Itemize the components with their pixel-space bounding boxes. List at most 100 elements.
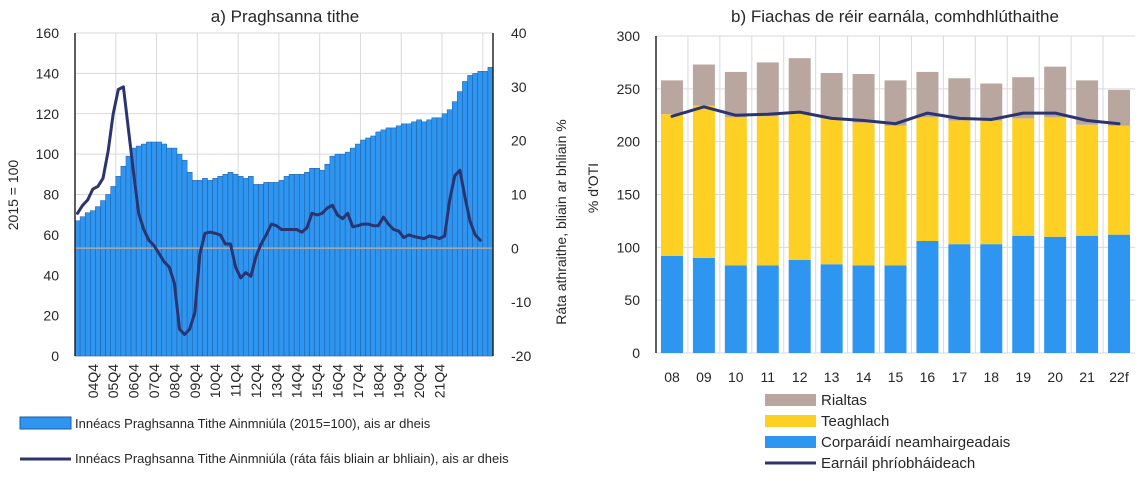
panel-a-bar [135,145,142,357]
panel-a-bar [125,155,132,357]
panel-b-bar-rialtas [756,62,779,117]
panel-b-bar-rialtas [820,72,843,119]
panel-a-bar [334,153,341,357]
panel-b-bar-teaghlach [948,120,971,245]
panel-a-right-tick-label: 40 [511,25,527,41]
legend-label-bars-a: Innéacs Praghsanna Tithe Ainmniúla (2015… [75,416,431,431]
panel-b-x-tick-label: 08 [664,369,680,385]
panel-a-bar [171,147,178,357]
panel-b-x-tick-label: 22f [1109,369,1129,385]
legend-label-earnail: Earnáil phríobháideach [821,455,975,472]
legend-label-corparaidi: Corparáidí neamhairgeadais [821,434,1010,451]
panel-b-x-tick-label: 11 [761,369,776,385]
panel-b-bar-rialtas [788,58,811,114]
panel-a-growth-line [76,85,482,336]
panel-a-bar [339,153,346,357]
legend-swatch-corparaidi [765,436,816,448]
panel-b-y-tick-label: 50 [624,292,640,308]
legend-label-teaghlach: Teaghlach [821,413,889,430]
panel-b-bar-teaghlach [660,114,683,256]
panel-b-y-tick-label: 150 [617,187,641,203]
panel-a-left-tick-label: 140 [36,65,60,81]
panel-b-bar-corparaidi [1076,235,1099,353]
panel-a-x-tick-label: 14Q4 [289,364,305,398]
panel-a-bar [406,123,412,357]
panel-b-bar-corparaidi [788,260,811,353]
panel-b-bar-corparaidi [1012,235,1035,353]
panel-a-x-tick-label: 06Q4 [126,364,142,398]
panel-a-bar [400,123,407,357]
panel-b-bar-teaghlach [916,117,939,241]
panel-b-bar-teaghlach [1012,118,1035,236]
legend-label-line-a: Innéacs Praghsanna Tithe Ainmniúla (ráta… [75,451,509,466]
panel-a-bar [268,182,275,357]
panel-a-bar [288,174,295,357]
panel-a-bar [222,174,229,357]
panel-a-x-tick-label: 09Q4 [187,364,203,398]
panel-b-bar-teaghlach [724,117,747,266]
panel-a-bar [258,184,264,357]
panel-a-right-tick-label: -10 [511,294,531,310]
panel-a-x-tick-label: 10Q4 [207,364,223,398]
panel-b-bar-corparaidi [916,240,939,353]
panel-a-right-tick-label: 10 [511,187,527,203]
panel-a-x-tick-label: 15Q4 [309,364,325,398]
panel-b-bar-teaghlach [980,120,1003,245]
panel-a-bar [329,155,336,357]
panel-a-left-axis-label: 2015 = 100 [5,160,21,231]
panel-a-bar [355,143,361,357]
panel-a-x-tick-label: 12Q4 [248,364,264,398]
panel-b-bar-corparaidi [852,265,875,353]
panel-b-bar-corparaidi [660,255,683,353]
panel-a-x-tick-label: 18Q4 [370,364,386,398]
panel-a-bar [380,129,387,357]
panel-a-bar [370,135,377,357]
panel-a-left-tick-label: 40 [43,267,59,283]
panel-a-bar [390,127,397,357]
panel-a-bar [141,143,147,357]
panel-a-x-tick-label: 11Q4 [228,364,244,397]
panel-b-x-tick-label: 19 [1015,369,1031,385]
panel-a-left-tick-label: 20 [43,308,59,324]
panel-a-right-tick-label: 0 [511,240,519,256]
panel-a-right-tick-label: 20 [511,133,527,149]
panel-a-bar [293,174,300,357]
panel-a-bar [299,174,305,357]
panel-a-bar [120,165,127,357]
panel-a-bar [385,127,392,357]
panel-a-bar [84,212,91,357]
panel-a-bar [278,180,285,357]
panel-b-bar-teaghlach [788,113,811,261]
panel-a-legend: Innéacs Praghsanna Tithe Ainmniúla (2015… [19,416,509,466]
panel-a-x-tick-label: 19Q4 [391,364,407,398]
panel-a-x-tick-label: 04Q4 [85,364,101,398]
panel-b-x-tick-label: 13 [824,369,840,385]
panel-a-x-tick-label: 17Q4 [350,364,366,398]
panel-a-right-axis-label: Ráta athraithe, bliain ar bhliain % [553,119,569,324]
panel-a: a) Praghsanna tithe 02040608010012014016… [5,7,569,398]
panel-a-bar [395,125,402,357]
panel-a-x-tick-label: 05Q4 [105,364,121,398]
panel-b-bar-teaghlach [1108,125,1131,235]
legend-swatch-bars-a [19,416,72,430]
panel-b-bar-rialtas [1108,89,1131,126]
panel-a-bar [477,71,484,357]
panel-a-bar [95,206,101,357]
panel-b-x-tick-label: 20 [1047,369,1063,385]
panel-b-bar-rialtas [1012,77,1035,119]
panel-b-x-tick-label: 21 [1079,369,1095,385]
panel-a-bar [166,147,173,357]
panel-b-bar-rialtas [852,74,875,123]
panel-a-x-tick-label: 20Q4 [411,364,427,398]
panel-b-x-tick-label: 14 [856,369,872,385]
panel-a-bar [273,182,280,357]
panel-a-left-tick-label: 80 [43,187,59,203]
panel-a-bar [451,101,458,357]
panel-a-bar [462,81,468,357]
panel-a-bar [365,137,371,357]
panel-b-bar-corparaidi [980,244,1003,353]
panel-b-y-tick-label: 0 [632,345,640,361]
panel-a-left-tick-label: 0 [51,348,59,364]
panel-b-bar-corparaidi [692,257,715,353]
panel-a-bar [237,176,244,357]
